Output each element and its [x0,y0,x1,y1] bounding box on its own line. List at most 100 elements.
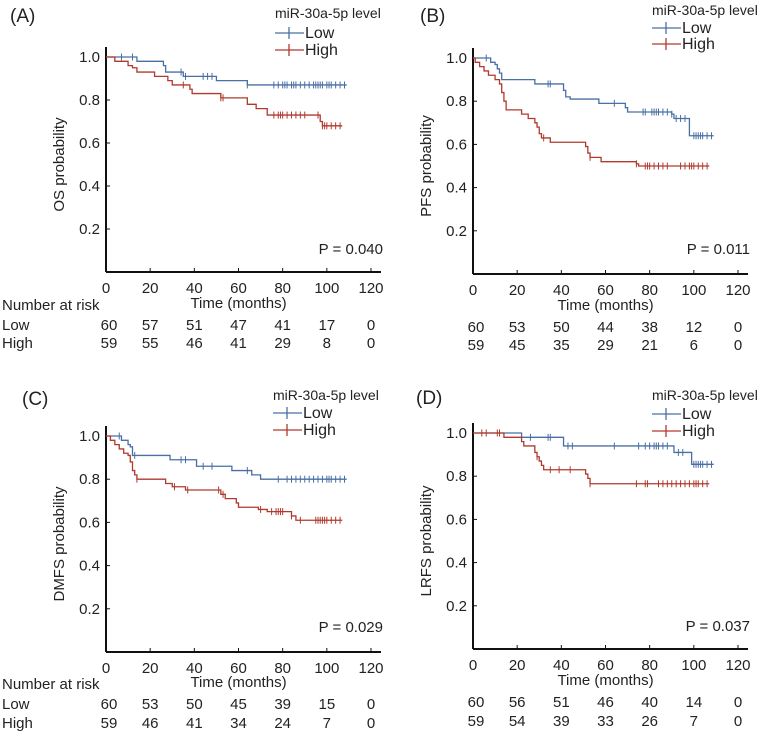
x-tick-label: 40 [553,657,570,674]
x-tick-label: 100 [681,657,706,674]
x-tick-label: 80 [641,657,658,674]
at-risk-value: 0 [367,715,375,732]
at-risk-row-label: Low [2,696,30,713]
at-risk-value: 45 [509,337,526,354]
x-tick-label: 0 [102,660,110,677]
x-tick-label: 40 [186,660,203,677]
legend-title: miR-30a-5p level [273,387,379,403]
x-tick-label: 100 [681,282,706,299]
x-tick-label: 20 [509,657,526,674]
at-risk-value: 46 [186,335,203,352]
at-risk-value: 0 [367,335,375,352]
at-risk-value: 56 [509,694,526,711]
at-risk-value: 8 [323,335,331,352]
x-axis-title: Time (months) [557,672,653,689]
legend-label-high: High [682,36,715,53]
at-risk-value: 59 [468,337,485,354]
at-risk-value: 0 [734,713,742,730]
y-axis-title: DMFS probability [51,486,68,602]
y-tick-label: 0.4 [79,178,100,195]
at-risk-value: 57 [142,317,159,334]
x-tick-label: 0 [469,657,477,674]
at-risk-value: 29 [274,335,291,352]
at-risk-value: 53 [509,319,526,336]
p-value-label: P = 0.011 [687,241,750,258]
at-risk-value: 34 [230,715,247,732]
legend-label-high: High [303,422,336,439]
at-risk-value: 0 [734,694,742,711]
x-tick-label: 40 [186,280,203,297]
at-risk-value: 51 [553,694,570,711]
number-at-risk-title: Number at risk [2,297,100,314]
x-tick-label: 80 [274,280,291,297]
y-tick-label: 0.6 [446,136,467,153]
at-risk-value: 35 [553,337,570,354]
at-risk-value: 15 [318,696,335,713]
legend-label-low: Low [305,25,335,42]
at-risk-value: 33 [597,713,614,730]
at-risk-value: 50 [186,696,203,713]
x-tick-label: 60 [597,282,614,299]
panel-label: (D) [416,388,442,409]
at-risk-value: 55 [142,335,159,352]
y-axis-title: PFS probability [418,115,435,217]
at-risk-value: 39 [553,713,570,730]
km-curve-high [106,56,343,127]
p-value-label: P = 0.037 [686,618,750,635]
at-risk-value: 6 [690,337,698,354]
y-axis-title: LRFS probability [418,485,435,596]
x-tick-label: 80 [641,282,658,299]
legend-label-low: Low [303,405,333,422]
km-curve-high [473,57,710,167]
at-risk-value: 41 [274,317,291,334]
panel-label: (C) [22,389,48,410]
at-risk-value: 0 [734,319,742,336]
at-risk-value: 17 [318,317,335,334]
legend-title: miR-30a-5p level [652,387,758,403]
legend-title: miR-30a-5p level [652,2,758,18]
x-tick-label: 0 [469,282,477,299]
x-tick-label: 60 [230,660,247,677]
y-tick-label: 0.2 [79,221,100,238]
at-risk-row-label: High [2,715,33,732]
km-panel-d: (D) 0 20 40 60 80 100 120 0.2 0.4 0.6 0.8 1.0 Time (m… [416,387,758,730]
at-risk-row-label: High [2,335,33,352]
at-risk-value: 50 [553,319,570,336]
at-risk-value: 54 [509,713,526,730]
x-axis-title: Time (months) [190,674,286,691]
y-tick-label: 0.4 [79,558,100,575]
x-axis-title: Time (months) [557,297,653,314]
x-tick-label: 0 [102,280,110,297]
at-risk-value: 41 [186,715,203,732]
x-tick-label: 20 [142,660,159,677]
y-tick-label: 0.8 [79,92,100,109]
at-risk-value: 0 [734,337,742,354]
at-risk-value: 40 [641,694,658,711]
at-risk-value: 60 [101,317,118,334]
y-tick-label: 0.6 [79,135,100,152]
km-curve-high [473,432,710,485]
at-risk-value: 59 [468,713,485,730]
legend-label-low: Low [682,406,712,423]
legend-label-high: High [682,423,715,440]
panel-label: (A) [10,6,35,27]
at-risk-value: 59 [101,715,118,732]
p-value-label: P = 0.040 [319,241,383,258]
at-risk-value: 60 [468,319,485,336]
x-tick-label: 40 [553,282,570,299]
at-risk-value: 0 [367,317,375,334]
at-risk-value: 24 [274,715,291,732]
at-risk-value: 60 [468,694,485,711]
x-tick-label: 20 [509,282,526,299]
at-risk-row-label: Low [2,317,30,334]
at-risk-value: 53 [142,696,159,713]
x-tick-label: 20 [142,280,159,297]
at-risk-value: 38 [641,319,658,336]
y-tick-label: 1.0 [446,425,467,442]
at-risk-value: 26 [641,713,658,730]
number-at-risk-title: Number at risk [2,676,100,693]
